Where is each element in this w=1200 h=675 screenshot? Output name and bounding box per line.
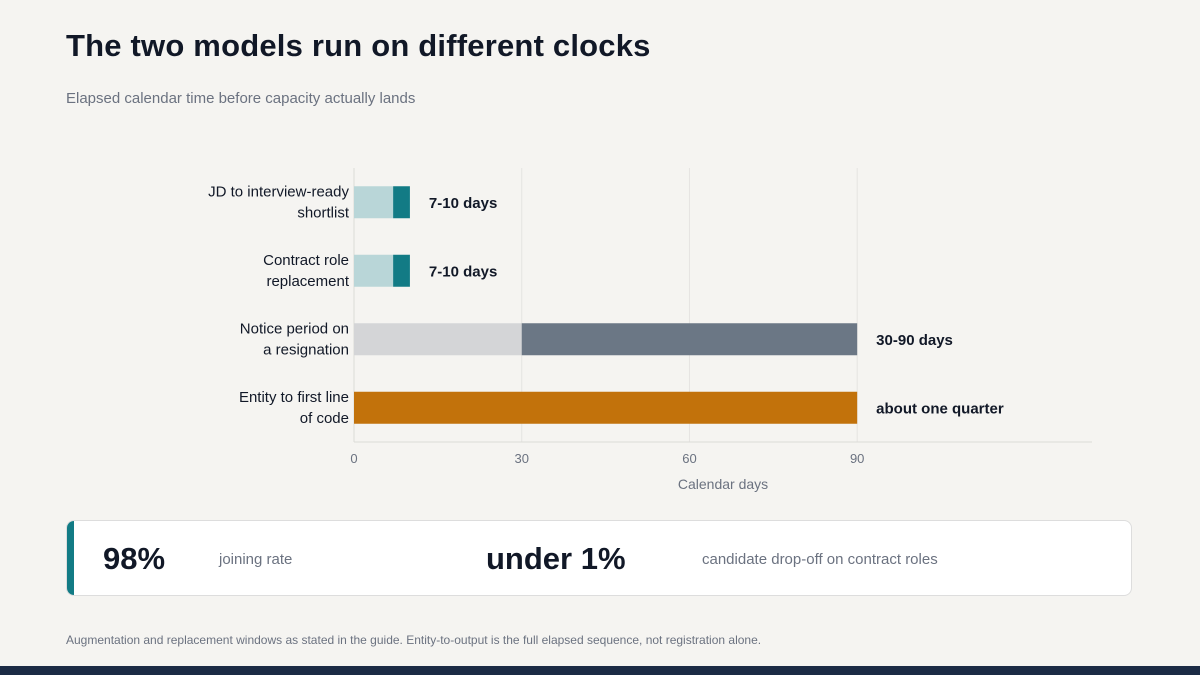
x-tick-label-2: 60 <box>682 451 696 466</box>
bar-full-segment-3 <box>354 391 858 424</box>
page-subtitle: Elapsed calendar time before capacity ac… <box>66 90 416 107</box>
stat-dropoff-value: under 1% <box>486 541 626 576</box>
stat-joining-rate-value: 98% <box>103 541 166 576</box>
bar-base-segment-2 <box>354 323 522 356</box>
category-label-line: of code <box>300 410 349 427</box>
category-label-0: JD to interview-ready shortlist <box>208 183 350 221</box>
category-label-1: Contract role replacement <box>263 252 350 290</box>
bar-range-segment-0 <box>393 186 410 219</box>
stat-joining-rate-label: joining rate <box>219 551 293 568</box>
bar-chart: 0 30 60 90 Calendar days 7-10 days JD to inter… <box>208 168 1092 492</box>
bar-range-segment-2 <box>521 323 858 356</box>
bar-base-segment-1 <box>354 254 394 287</box>
footnote: Augmentation and replacement windows as … <box>66 633 762 647</box>
bar-value-label-0: 7-10 days <box>429 195 497 212</box>
bar-base-segment-0 <box>354 186 394 219</box>
category-label-line: JD to interview-ready <box>208 183 349 200</box>
bottom-accent-bar <box>0 666 1200 675</box>
stats-card-accent <box>67 521 74 595</box>
bar-value-label-2: 30-90 days <box>876 332 953 349</box>
category-label-line: Notice period on <box>240 320 349 337</box>
bar-range-segment-1 <box>393 254 410 287</box>
bar-value-label-1: 7-10 days <box>429 263 497 280</box>
stats-card: 98% joining rate under 1% candidate drop… <box>66 520 1132 596</box>
bar-value-label-3: about one quarter <box>876 400 1004 417</box>
x-tick-label-1: 30 <box>514 451 528 466</box>
x-tick-label-3: 90 <box>850 451 864 466</box>
x-tick-label-0: 0 <box>350 451 357 466</box>
stat-dropoff-label: candidate drop-off on contract roles <box>702 551 938 568</box>
category-label-line: shortlist <box>297 204 350 221</box>
category-label-line: replacement <box>266 273 349 290</box>
page-title: The two models run on different clocks <box>66 28 651 63</box>
x-axis-label: Calendar days <box>678 476 768 492</box>
category-label-3: Entity to first line of code <box>239 389 349 427</box>
category-label-line: Entity to first line <box>239 389 349 406</box>
category-label-line: a resignation <box>263 341 349 358</box>
category-label-line: Contract role <box>263 252 349 269</box>
category-label-2: Notice period on a resignation <box>240 320 349 358</box>
